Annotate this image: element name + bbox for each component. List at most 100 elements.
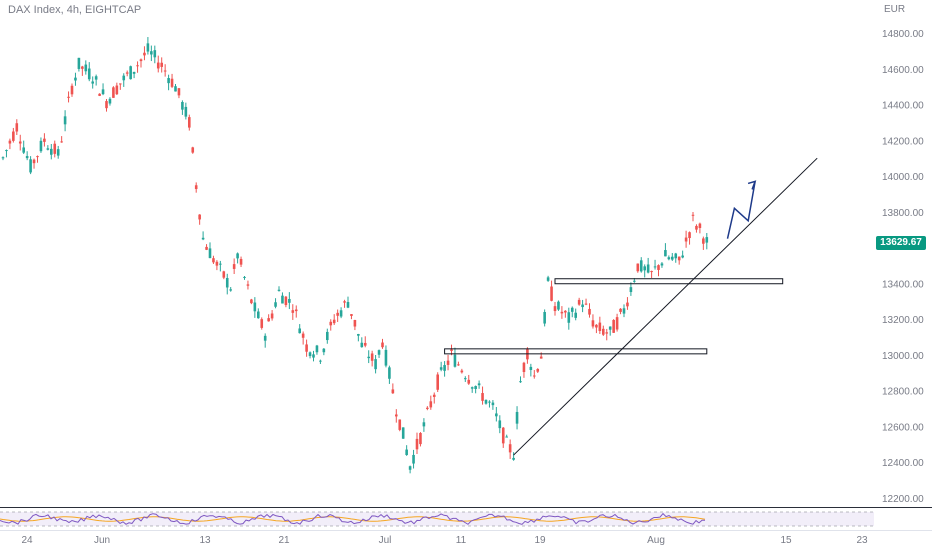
- candle-body: [384, 349, 388, 366]
- candlestick-series: [1, 37, 709, 474]
- candle-body: [160, 62, 163, 67]
- candle-body: [374, 359, 377, 370]
- candle-body: [308, 352, 312, 357]
- candle-body: [401, 427, 405, 439]
- projection-arrow: [726, 181, 756, 239]
- time-axis: 24 Jun 13 21 Jul 11 19 Aug 15 23: [0, 530, 932, 546]
- candle-body: [174, 86, 177, 92]
- price-tick-label: 12600.00: [882, 422, 924, 433]
- candle-body: [150, 51, 153, 55]
- candle-body: [22, 147, 25, 153]
- price-tick-label: 12800.00: [882, 387, 924, 398]
- candle-body: [336, 312, 339, 316]
- candle-body: [522, 362, 526, 373]
- candle-body: [170, 78, 174, 87]
- candle-body: [208, 248, 212, 259]
- candle-body: [367, 356, 370, 359]
- candle-body: [474, 386, 477, 389]
- candle-body: [108, 98, 112, 104]
- candle-body: [429, 401, 433, 408]
- candle-body: [691, 214, 695, 216]
- candle-body: [460, 370, 464, 373]
- candle-body: [53, 143, 57, 154]
- candle-body: [222, 271, 226, 278]
- candle-body: [277, 289, 281, 291]
- candle-body: [357, 334, 360, 336]
- candle-body: [346, 302, 350, 308]
- candle-body: [467, 379, 471, 384]
- candle-body: [674, 253, 678, 259]
- candle-body: [77, 57, 81, 69]
- candle-body: [81, 66, 84, 69]
- time-tick-label: 15: [780, 535, 792, 546]
- candle-body: [608, 326, 612, 330]
- candle-body: [464, 378, 467, 380]
- candle-body: [39, 140, 43, 152]
- candle-body: [560, 311, 564, 314]
- candle-body: [60, 141, 63, 143]
- arrow-head: [747, 180, 757, 190]
- candle-body: [395, 414, 398, 417]
- price-axis: 12200.00 12400.00 12600.00 12800.00 13000.00…: [882, 29, 924, 505]
- candle-body: [619, 308, 622, 312]
- candle-body: [32, 159, 36, 164]
- candle-body: [650, 271, 653, 273]
- candle-body: [581, 304, 584, 308]
- candle-body: [156, 62, 160, 69]
- candle-body: [477, 383, 481, 386]
- candle-body: [43, 138, 46, 142]
- candle-body: [705, 237, 709, 243]
- candle-body: [470, 387, 474, 389]
- candle-body: [312, 354, 315, 358]
- candle-body: [67, 96, 70, 98]
- candle-body: [257, 311, 260, 319]
- candle-body: [584, 303, 588, 305]
- candle-body: [136, 65, 139, 67]
- candle-body: [246, 284, 250, 286]
- candle-body: [377, 350, 381, 355]
- candle-body: [698, 223, 702, 228]
- candle-body: [122, 75, 126, 81]
- candle-body: [588, 308, 591, 315]
- candle-body: [519, 381, 522, 383]
- candle-body: [119, 83, 122, 85]
- candle-body: [319, 360, 322, 362]
- candle-body: [695, 225, 698, 230]
- candle-body: [436, 374, 439, 390]
- last-price-label: 13629.67: [876, 236, 926, 250]
- candle-body: [432, 394, 436, 397]
- candle-body: [671, 256, 674, 260]
- candle-body: [388, 367, 391, 379]
- candle-body: [36, 156, 39, 158]
- candle-body: [177, 88, 181, 96]
- candle-body: [615, 317, 619, 330]
- price-tick-label: 14000.00: [882, 172, 924, 183]
- candle-body: [553, 306, 557, 312]
- candle-body: [664, 250, 667, 257]
- candle-body: [688, 232, 691, 239]
- rsi-pane: [0, 507, 932, 527]
- candle-body: [56, 149, 60, 156]
- candle-body: [605, 332, 609, 334]
- candle-body: [539, 356, 543, 359]
- candle-body: [70, 85, 74, 95]
- rsi-line: [0, 512, 706, 525]
- candle-body: [191, 147, 195, 153]
- candle-body: [360, 342, 364, 348]
- candle-body: [550, 286, 553, 301]
- symbol-title[interactable]: DAX Index, 4h, EIGHTCAP: [8, 4, 142, 16]
- candle-body: [198, 214, 201, 220]
- candle-body: [646, 264, 650, 273]
- candle-body: [163, 70, 167, 72]
- candle-body: [167, 78, 170, 84]
- price-tick-label: 12200.00: [882, 494, 924, 505]
- candle-body: [329, 321, 333, 326]
- candle-body: [508, 444, 512, 453]
- candle-body: [595, 324, 598, 328]
- candle-body: [488, 401, 491, 403]
- candle-body: [263, 335, 267, 341]
- candle-body: [125, 72, 129, 74]
- candle-body: [557, 301, 560, 310]
- candle-body: [8, 140, 12, 144]
